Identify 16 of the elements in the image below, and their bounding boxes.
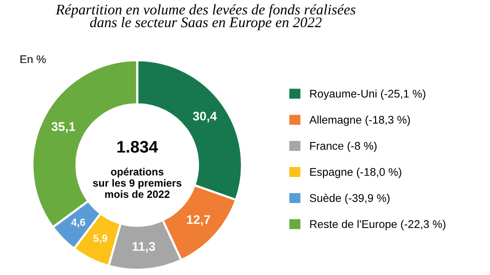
- legend-label: France (-8 %): [310, 142, 377, 152]
- data-label: 30,4: [192, 112, 217, 122]
- legend-label: Allemagne (-18,3 %): [309, 116, 410, 126]
- data-label: 12,7: [187, 215, 210, 226]
- data-label: 11,3: [132, 242, 156, 253]
- legend-label: Royaume-Uni (-25,1 %): [310, 89, 426, 100]
- chart-subtitle: En %: [20, 55, 46, 64]
- data-label: 4,6: [71, 218, 86, 228]
- legend-label: Espagne (-18,0 %): [310, 168, 402, 178]
- data-label: 35,1: [51, 122, 76, 133]
- data-label: 5,9: [93, 234, 108, 244]
- legend-label: Reste de l'Europe (-22,3 %): [310, 220, 446, 230]
- chart-title: Répartition en volume des levées de fonds réalisées dans le secteur Saas en Europe en 2022: [56, 4, 356, 30]
- text: opérations sur les 9 premiers mois de 2022: [92, 168, 182, 198]
- text: 1.834: [117, 140, 158, 153]
- legend-label: Suède (-39,9 %): [310, 194, 390, 204]
